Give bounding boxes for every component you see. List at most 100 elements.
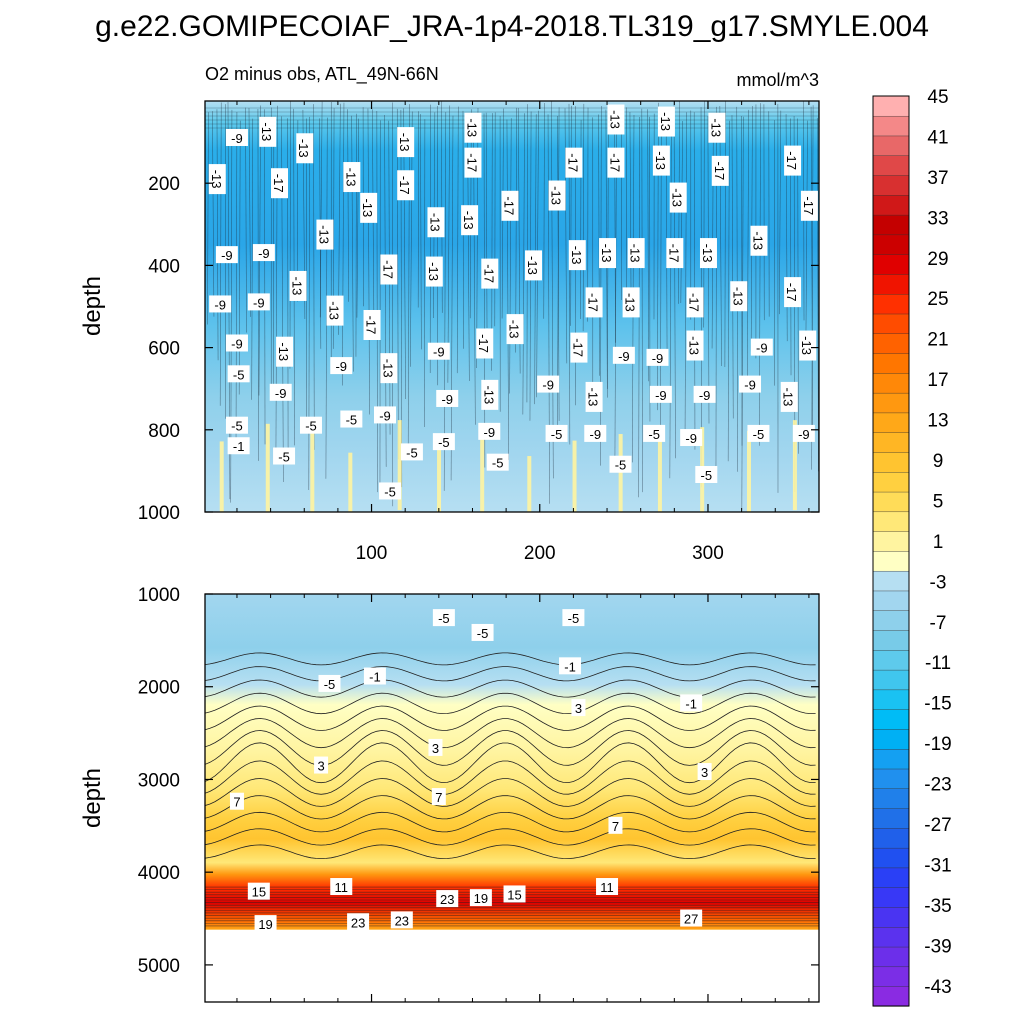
contour-label-bg bbox=[792, 424, 815, 442]
colorbar-box bbox=[872, 194, 910, 216]
contour-label-text: -13 bbox=[481, 385, 496, 404]
contour-label: -17 bbox=[380, 254, 398, 285]
contour-line bbox=[564, 108, 568, 364]
contour-label-bg bbox=[784, 145, 802, 176]
positive-patch bbox=[792, 420, 797, 511]
contour-label-bg bbox=[486, 453, 509, 471]
contour-line bbox=[719, 105, 722, 367]
contour-label-text: -5 bbox=[648, 427, 660, 442]
contour-label: -13 bbox=[622, 287, 640, 318]
contour-label: -5 bbox=[695, 466, 718, 484]
contour-label-bg bbox=[299, 416, 322, 434]
contour-label-bg bbox=[227, 365, 250, 383]
contour-label-bg bbox=[559, 657, 582, 675]
colorbar-box bbox=[872, 709, 910, 730]
contour-label-text: -17 bbox=[801, 196, 816, 215]
contour-label-text: -13 bbox=[549, 186, 564, 205]
contour-label: -17 bbox=[481, 258, 499, 289]
contour-label-bg bbox=[570, 332, 588, 363]
contour-label-bg bbox=[680, 429, 703, 447]
y-tick-label: 2000 bbox=[138, 678, 180, 699]
contour-label: -5 bbox=[227, 365, 250, 383]
contour-label: -9 bbox=[330, 357, 353, 375]
contour-label-text: -17 bbox=[271, 174, 286, 193]
contour-label-text: 3 bbox=[317, 759, 324, 774]
contour-label-bg bbox=[343, 162, 361, 193]
contour-label: -9 bbox=[373, 406, 396, 424]
contour-label-bg bbox=[229, 792, 244, 810]
colorbar-box bbox=[872, 372, 910, 394]
colorbar-tick-label: -43 bbox=[924, 977, 951, 998]
contour-label: -17 bbox=[565, 147, 583, 178]
contour-label-bg bbox=[585, 381, 603, 412]
contour-label-text: -9 bbox=[798, 427, 810, 442]
contour-label: -5 bbox=[400, 443, 423, 461]
contour-label-bg bbox=[562, 609, 585, 627]
contour-label-bg bbox=[686, 287, 704, 318]
contour-label-bg bbox=[247, 293, 270, 311]
contour-label-text: -13 bbox=[380, 359, 395, 378]
contour-label: -13 bbox=[669, 182, 687, 213]
contour-label-bg bbox=[252, 244, 275, 262]
contour-line bbox=[205, 844, 816, 860]
contour-label-bg bbox=[565, 147, 583, 178]
contour-line bbox=[205, 828, 816, 846]
contour-label: -17 bbox=[784, 277, 802, 308]
contour-label: 15 bbox=[503, 885, 526, 903]
contour-label: -1 bbox=[363, 667, 386, 685]
contour-label-text: -9 bbox=[618, 349, 630, 364]
contour-label-bg bbox=[646, 348, 669, 366]
contour-label-bg bbox=[289, 270, 307, 301]
contour-line bbox=[205, 778, 816, 807]
lower-y-axis: 1000 2000 3000 4000 5000 bbox=[138, 585, 819, 977]
contour-label-text: -17 bbox=[501, 196, 516, 215]
contour-label-text: -13 bbox=[623, 293, 638, 312]
contour-label-text: -17 bbox=[481, 264, 496, 283]
contour-label: -5 bbox=[545, 424, 568, 442]
colorbar-tick-label: 21 bbox=[927, 330, 948, 351]
contour-label-bg bbox=[730, 281, 748, 312]
colorbar-tick-label: -19 bbox=[924, 734, 951, 755]
contour-label: 7 bbox=[229, 792, 244, 810]
contour-label-text: -5 bbox=[551, 427, 563, 442]
contour-label-bg bbox=[380, 254, 398, 285]
colorbar-tick-label: -31 bbox=[924, 855, 951, 876]
colorbar-box bbox=[872, 491, 910, 513]
contour-label: -13 bbox=[296, 133, 314, 164]
contour-line bbox=[407, 104, 410, 444]
contour-label: -13 bbox=[289, 270, 307, 301]
colorbar-box bbox=[872, 689, 910, 710]
contour-label: -13 bbox=[425, 256, 443, 287]
contour-label: -13 bbox=[259, 116, 277, 147]
contour-line bbox=[450, 115, 454, 481]
contour-line bbox=[355, 113, 357, 357]
contour-label-bg bbox=[273, 447, 296, 465]
contour-label-text: -9 bbox=[258, 246, 270, 261]
contour-label-bg bbox=[379, 482, 402, 500]
colorbar-tick-label: 13 bbox=[927, 411, 948, 432]
contour-line bbox=[506, 119, 509, 460]
contour-label: -9 bbox=[209, 295, 232, 313]
contour-line bbox=[509, 118, 512, 394]
y-tick-label: 600 bbox=[148, 339, 180, 360]
contour-label-text: -17 bbox=[380, 260, 395, 279]
positive-patch bbox=[618, 434, 623, 512]
colorbar-box bbox=[872, 313, 910, 334]
colorbar-box bbox=[872, 511, 910, 532]
colorbar-box bbox=[872, 748, 910, 770]
contour-label-bg bbox=[330, 878, 353, 896]
contour-label-text: 19 bbox=[258, 917, 272, 932]
contour-label-text: -17 bbox=[464, 153, 479, 172]
contour-label-text: -13 bbox=[327, 301, 342, 320]
contour-label-text: -13 bbox=[461, 211, 476, 230]
contour-label-text: -13 bbox=[464, 118, 479, 137]
contour-label-bg bbox=[481, 258, 499, 289]
colorbar-box bbox=[872, 451, 910, 473]
colorbar-box bbox=[872, 887, 910, 908]
contour-line bbox=[598, 114, 600, 376]
contour-label: -5 bbox=[318, 674, 341, 692]
contour-label: -5 bbox=[379, 482, 402, 500]
contour-label: -13 bbox=[708, 112, 726, 143]
contour-label: -13 bbox=[525, 250, 543, 281]
contour-line bbox=[356, 118, 359, 318]
